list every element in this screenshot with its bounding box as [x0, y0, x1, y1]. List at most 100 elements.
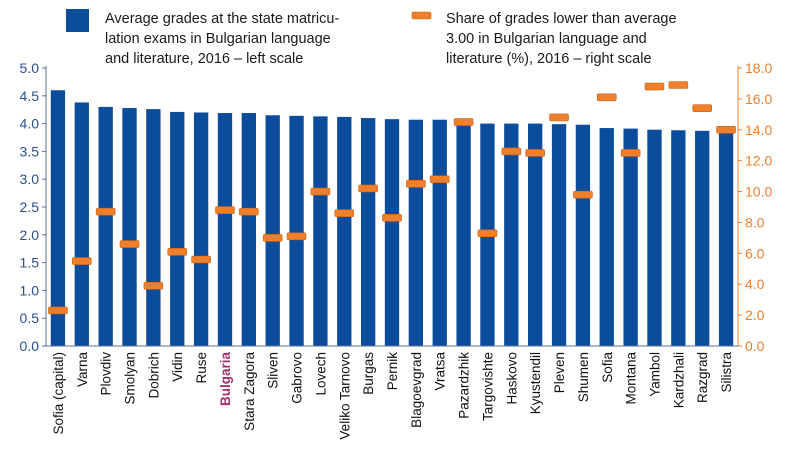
left-tick-label: 1.0	[20, 282, 40, 298]
bar	[98, 106, 113, 346]
bar	[528, 123, 543, 346]
right-tick-label: 4.0	[745, 276, 765, 292]
legend-bar-swatch	[66, 9, 89, 32]
category-label: Blagoevgrad	[409, 352, 424, 428]
dash-marker	[692, 104, 713, 112]
dash-marker	[525, 149, 545, 157]
category-label: Pernik	[385, 352, 400, 391]
right-tick-label: 10.0	[745, 184, 772, 200]
right-tick-label: 0.0	[745, 338, 765, 354]
dash-marker	[215, 206, 235, 214]
bar	[599, 128, 614, 346]
bar-series	[50, 90, 734, 347]
legend-dash-swatch	[411, 11, 432, 20]
category-label: Pazardzhik	[457, 352, 472, 419]
bar	[146, 109, 161, 346]
dash-marker	[48, 306, 68, 315]
category-label: Dobrich	[146, 352, 161, 399]
dash-marker	[286, 232, 307, 241]
bar	[265, 115, 280, 346]
dash-marker	[501, 147, 522, 156]
category-label: Smolyan	[123, 352, 138, 405]
dash-marker	[573, 190, 593, 199]
dash-marker	[191, 255, 211, 264]
bar	[50, 90, 66, 347]
dash-marker	[477, 229, 498, 238]
right-tick-label: 18.0	[745, 60, 772, 76]
dash-series	[48, 81, 736, 315]
dash-marker	[119, 240, 140, 248]
bar	[193, 112, 209, 346]
bar	[360, 118, 376, 346]
category-label: Veliko Tarnovo	[337, 352, 352, 440]
right-tick-label: 14.0	[745, 122, 772, 138]
dash-marker	[620, 149, 641, 157]
dash-marker	[310, 187, 331, 196]
bar	[122, 108, 137, 346]
dash-marker	[596, 93, 617, 102]
category-label: Targovishte	[480, 352, 495, 421]
category-label: Gabrovo	[290, 352, 305, 404]
dash-marker	[334, 209, 355, 217]
category-labels: Sofia (capital) Varna Plovdiv Smolyan Dobric…	[51, 352, 734, 440]
bar	[718, 131, 734, 346]
dash-marker	[382, 214, 402, 222]
left-tick-label: 3.5	[20, 143, 40, 159]
category-label: Shumen	[576, 352, 591, 402]
bar	[504, 123, 519, 346]
chart-legend: Average grades at the state matricu-lati…	[66, 9, 677, 67]
dash-marker	[239, 207, 259, 216]
chart-axes: 0.0 0.5 1.0 1.5 2.0 2.5 3.0 3.5 4.0 4.5 5.0 0.0 2.0 4…	[20, 60, 773, 354]
dash-marker	[453, 118, 474, 126]
category-label: Vratsa	[433, 352, 448, 391]
legend-text-line: 3.00 in Bulgarian language and	[446, 31, 647, 47]
category-label: Kyustendil	[528, 352, 543, 414]
category-label: Varna	[75, 352, 90, 388]
bar	[241, 113, 256, 346]
category-label: Vidin	[170, 352, 185, 382]
category-label: Ruse	[194, 352, 209, 384]
category-label: Bulgaria	[218, 352, 233, 407]
right-tick-label: 16.0	[745, 91, 772, 107]
left-tick-label: 2.5	[20, 199, 40, 215]
dash-marker	[644, 82, 665, 91]
category-label: Stara Zagora	[242, 352, 257, 431]
right-tick-label: 6.0	[745, 245, 765, 261]
category-label: Burgas	[361, 352, 376, 395]
legend-text-line: lation exams in Bulgarian language	[105, 31, 331, 47]
bar	[695, 130, 710, 346]
bar	[384, 119, 400, 347]
category-label: Plovdiv	[99, 352, 114, 396]
dash-marker	[429, 175, 450, 183]
legend-text-line: Share of grades lower than average	[446, 11, 677, 27]
bar	[289, 115, 304, 346]
left-tick-label: 0.5	[20, 310, 40, 326]
dash-marker	[143, 281, 164, 290]
bar	[647, 129, 662, 346]
bar	[432, 119, 447, 347]
category-label: Sofia	[600, 352, 615, 383]
left-tick-label: 5.0	[20, 60, 40, 76]
bar	[313, 116, 328, 347]
category-label: Lovech	[313, 352, 328, 396]
legend-text-line: literature (%), 2016 – right scale	[446, 51, 652, 67]
dash-marker	[716, 125, 736, 134]
bar	[551, 124, 567, 346]
dash-marker	[71, 257, 92, 265]
bar	[408, 119, 424, 347]
left-tick-label: 2.0	[20, 227, 40, 243]
dash-marker	[406, 180, 426, 188]
dash-marker	[549, 113, 569, 122]
dash-marker	[358, 184, 378, 193]
legend-text-line: and literature, 2016 – left scale	[105, 51, 303, 67]
category-label: Sofia (capital)	[51, 352, 66, 435]
dash-marker	[167, 247, 188, 256]
left-tick-label: 1.5	[20, 255, 40, 271]
legend-text-line: Average grades at the state matricu-	[105, 11, 339, 27]
category-label: Silistra	[719, 352, 734, 393]
bar	[575, 124, 591, 347]
bar	[170, 111, 185, 346]
category-label: Kardzhali	[671, 352, 686, 408]
dash-marker	[262, 234, 283, 242]
